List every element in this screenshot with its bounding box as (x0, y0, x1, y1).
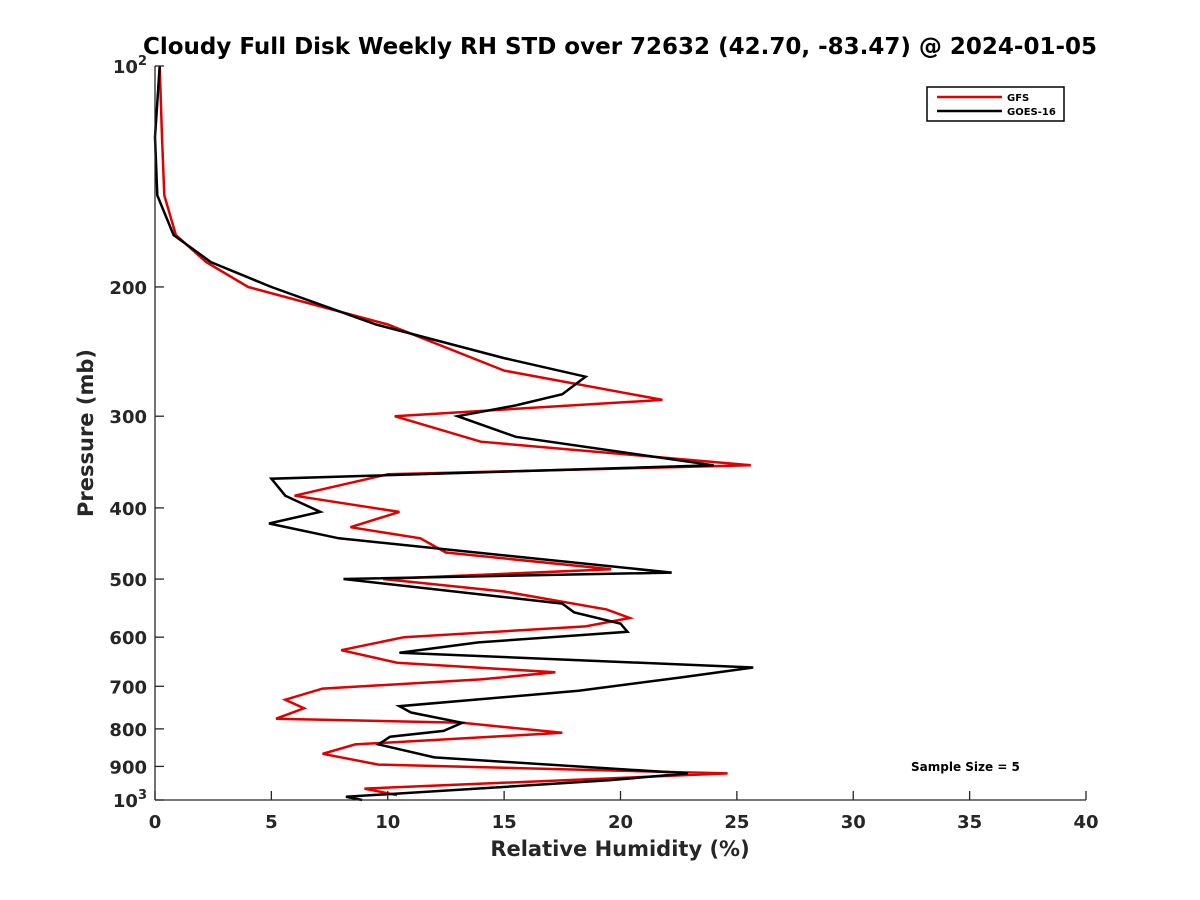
y-tick-label: 400 (109, 499, 147, 520)
y-tick-label: 800 (109, 720, 147, 741)
y-tick-label: 300 (109, 407, 147, 428)
y-axis-ticks: 102 200 300 400 500 600 700 800 900 103 (109, 54, 164, 812)
x-tick-label: 5 (265, 812, 278, 833)
legend-label-gfs: GFS (1007, 93, 1029, 104)
x-axis-label: Relative Humidity (%) (490, 837, 749, 861)
x-tick-label: 0 (149, 812, 162, 833)
y-tick-label: 102 (113, 54, 147, 78)
x-tick-label: 40 (1073, 812, 1098, 833)
y-tick-label: 700 (109, 677, 147, 698)
y-axis-label: Pressure (mb) (74, 349, 98, 517)
y-tick-label: 900 (109, 757, 147, 778)
legend: GFS GOES-16 (926, 86, 1065, 122)
x-tick-label: 20 (608, 812, 633, 833)
y-tick-label: 200 (109, 278, 147, 299)
y-tick-label: 600 (109, 628, 147, 649)
sample-size-annotation: Sample Size = 5 (911, 760, 1020, 774)
x-tick-label: 35 (957, 812, 982, 833)
x-tick-label: 10 (375, 812, 400, 833)
y-tick-label: 500 (109, 570, 147, 591)
x-tick-label: 30 (841, 812, 866, 833)
y-tick-label: 103 (113, 788, 147, 812)
x-tick-label: 25 (724, 812, 749, 833)
x-tick-label: 15 (492, 812, 517, 833)
series-line-goes16 (153, 65, 754, 802)
legend-box (926, 86, 1065, 122)
series-line-gfs (158, 65, 751, 797)
x-axis-ticks: 0 5 10 15 20 25 30 35 40 (149, 791, 1099, 833)
legend-label-goes16: GOES-16 (1007, 107, 1056, 118)
chart-title: Cloudy Full Disk Weekly RH STD over 7263… (143, 34, 1097, 60)
series-layer (153, 65, 754, 802)
